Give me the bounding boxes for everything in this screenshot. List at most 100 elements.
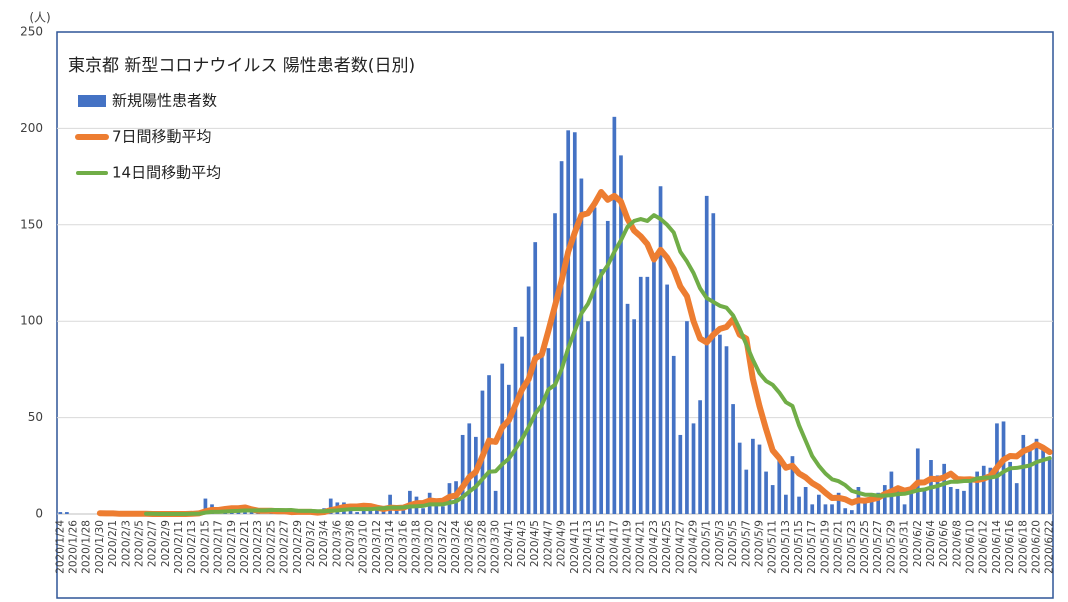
bar (704, 195, 709, 514)
x-tick-label: 2020/6/18 (1017, 520, 1029, 574)
bar (586, 321, 590, 514)
bar (843, 508, 848, 514)
x-tick-label: 2020/4/23 (648, 520, 660, 574)
x-tick-label: 2020/6/12 (978, 520, 990, 574)
bar (65, 512, 69, 514)
x-tick-label: 2020/2/13 (186, 520, 198, 574)
bar (249, 512, 254, 514)
x-tick-label: 2020/4/7 (542, 520, 554, 567)
x-tick-label: 2020/2/23 (252, 520, 264, 574)
bar (803, 487, 808, 514)
y-tick-label: 250 (20, 25, 43, 39)
bar (619, 155, 623, 514)
x-tick-label: 2020/1/28 (81, 520, 93, 574)
chart-frame (56, 31, 1054, 599)
x-tick-label: 2020/2/1 (107, 520, 119, 567)
x-tick-label: 2020/6/4 (925, 520, 937, 567)
bar (816, 494, 821, 514)
bar (836, 492, 841, 514)
bar (698, 400, 702, 514)
bar (658, 186, 663, 515)
bar (467, 423, 472, 514)
bar (493, 490, 498, 514)
x-tick-label: 2020/3/8 (345, 520, 357, 567)
bar (790, 456, 795, 514)
bar (441, 506, 445, 514)
x-tick-label: 2020/3/30 (490, 520, 502, 574)
bar (500, 363, 505, 514)
bar (1001, 421, 1006, 514)
x-tick-label: 2020/3/26 (463, 520, 475, 574)
y-tick-label: 200 (20, 121, 43, 135)
bar (526, 286, 531, 514)
x-tick-label: 2020/1/24 (54, 520, 66, 574)
x-tick-label: 2020/5/11 (767, 520, 779, 574)
x-tick-label: 2020/5/25 (859, 520, 871, 574)
bar (434, 500, 439, 514)
bar (948, 487, 953, 514)
bar (975, 471, 979, 514)
bar (1041, 446, 1045, 514)
bar (1021, 434, 1026, 514)
bar (1008, 461, 1012, 514)
bar (882, 485, 887, 514)
x-tick-label: 2020/5/27 (872, 520, 884, 574)
bar (566, 130, 571, 514)
y-tick-label: 50 (28, 410, 43, 424)
bar (460, 434, 465, 514)
legend-swatch (78, 95, 106, 107)
bar (744, 469, 749, 514)
bar (737, 442, 742, 514)
x-tick-label: 2020/6/10 (965, 520, 977, 574)
x-tick-label: 2020/3/10 (358, 520, 370, 574)
x-tick-label: 2020/2/17 (213, 520, 225, 574)
x-tick-label: 2020/2/11 (173, 520, 185, 574)
bar (533, 242, 538, 515)
bar (605, 220, 610, 514)
x-tick-label: 2020/5/7 (740, 520, 752, 567)
x-tick-label: 2020/4/29 (688, 520, 700, 574)
x-tick-label: 2020/3/20 (424, 520, 436, 574)
bar (770, 485, 775, 514)
x-tick-label: 2020/5/9 (753, 520, 765, 567)
x-tick-label: 2020/3/18 (410, 520, 422, 574)
x-tick-label: 2020/3/14 (384, 520, 396, 574)
x-tick-label: 2020/5/5 (727, 520, 739, 567)
y-tick-label: 100 (20, 314, 43, 328)
bar (375, 510, 379, 514)
x-tick-label: 2020/5/23 (846, 520, 858, 574)
bar (909, 488, 914, 514)
bar (645, 276, 650, 514)
x-tick-label: 2020/4/5 (529, 520, 541, 567)
x-tick-label: 2020/5/13 (780, 520, 792, 574)
x-tick-label: 2020/3/24 (450, 520, 462, 574)
bar (1014, 483, 1019, 514)
bar (652, 255, 656, 514)
x-tick-label: 2020/2/21 (239, 520, 251, 574)
bar (823, 504, 828, 514)
bar (968, 479, 973, 514)
x-tick-label: 2020/6/22 (1044, 520, 1056, 574)
bar (691, 423, 696, 514)
bar (599, 269, 604, 514)
bar (784, 494, 788, 514)
bar (777, 460, 782, 514)
x-tick-label: 2020/4/25 (661, 520, 673, 574)
bar (757, 444, 762, 514)
x-tick-label: 2020/6/20 (1031, 520, 1043, 574)
bar (394, 510, 399, 514)
bar (328, 498, 333, 514)
bar (638, 276, 643, 514)
bar (579, 178, 584, 514)
x-tick-label: 2020/6/2 (912, 520, 924, 567)
bar (902, 504, 907, 514)
bar (869, 494, 874, 514)
x-tick-label: 2020/4/15 (595, 520, 607, 574)
x-tick-label: 2020/6/14 (991, 520, 1003, 574)
bar (876, 492, 881, 514)
bar (988, 467, 993, 514)
bar (513, 326, 518, 514)
bar (520, 336, 524, 514)
chart-title: 東京都 新型コロナウイルス 陽性患者数(日別) (68, 56, 415, 76)
bar (962, 490, 966, 514)
